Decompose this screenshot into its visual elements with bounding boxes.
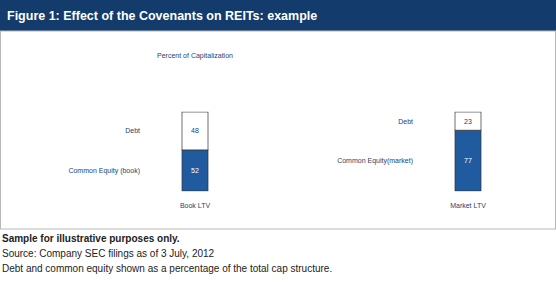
bars [455, 112, 481, 191]
segment-label: Common Equity (book) [68, 167, 140, 175]
segment-label: Debt [125, 127, 140, 134]
chart: 77 Common Equity(market) 23 Debt Market LTV [337, 112, 486, 209]
data-label: 52 [191, 167, 199, 174]
category-label: Market LTV [450, 202, 486, 209]
data-label: 48 [191, 127, 199, 134]
y-axis-label: Percent of Capitalization [157, 52, 233, 60]
header-bar [0, 0, 556, 31]
data-label: 77 [464, 157, 472, 164]
chart: Percent of Capitalization 52 Common Equity… [68, 52, 233, 209]
bar-segment [182, 112, 208, 150]
bar-segment [182, 150, 208, 191]
figure: Figure 1: Effect of the Covenants on REI… [0, 0, 556, 300]
chart-frame [1, 31, 556, 229]
data-label: 23 [464, 118, 472, 125]
note: Source: Company SEC filings as of 3 July… [2, 248, 215, 259]
note: Sample for illustrative purposes only. [2, 233, 180, 244]
bar-segment [455, 112, 481, 130]
title: Figure 1: Effect of the Covenants on REI… [7, 9, 317, 23]
bar-segment [455, 130, 481, 191]
category-label: Book LTV [180, 202, 211, 209]
segment-label: Debt [398, 118, 413, 125]
note: Debt and common equity shown as a percen… [2, 263, 332, 274]
segment-label: Common Equity(market) [337, 157, 413, 165]
bars [182, 112, 208, 191]
